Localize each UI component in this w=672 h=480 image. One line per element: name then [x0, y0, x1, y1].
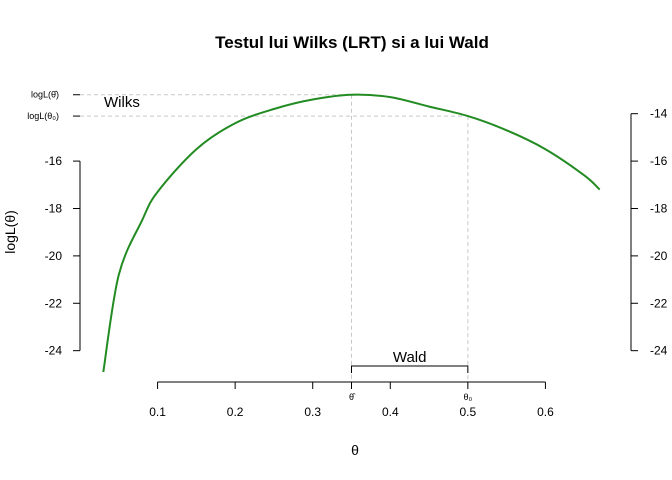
x-tick-label: 0.5 — [460, 405, 477, 419]
wald-annotation: Wald — [393, 349, 427, 366]
left-y-axis: -16 -18 -20 -22 -24 — [45, 94, 81, 358]
x-tick-label: 0.2 — [227, 405, 244, 419]
right-tick-label: -22 — [650, 296, 668, 310]
x-tick-label: 0.6 — [537, 405, 554, 419]
right-tick-label: -18 — [650, 201, 668, 215]
marker-labels: logL(θ̂) logL(θ₀) θ̂ θ₀ — [27, 90, 472, 402]
right-y-axis: -14 -16 -18 -20 -22 -24 — [630, 107, 668, 358]
left-tick-label: -16 — [45, 154, 63, 168]
left-tick-label: -24 — [45, 344, 63, 358]
right-tick-label: -20 — [650, 249, 668, 263]
left-tick-label: -18 — [45, 201, 63, 215]
x-axis: 0.1 0.2 0.3 0.4 0.5 0.6 — [149, 381, 554, 419]
wald-bracket — [351, 365, 469, 373]
theta-hat-label: θ̂ — [349, 392, 356, 402]
y-axis-title: logL(θ) — [2, 210, 18, 254]
loglik-0-label: logL(θ₀) — [27, 111, 59, 121]
theta-0-label: θ₀ — [463, 392, 472, 402]
wilks-annotation: Wilks — [104, 94, 140, 111]
loglik-curve — [102, 93, 601, 373]
loglik-curve-layer — [102, 93, 601, 373]
x-tick-label: 0.3 — [304, 405, 321, 419]
x-tick-label: 0.4 — [382, 405, 399, 419]
chart-title: Testul lui Wilks (LRT) si a lui Wald — [215, 33, 489, 52]
annotations: Wilks Wald — [104, 94, 469, 373]
right-tick-label: -16 — [650, 154, 668, 168]
left-tick-label: -20 — [45, 249, 63, 263]
left-tick-label: -22 — [45, 296, 63, 310]
x-tick-label: 0.1 — [149, 405, 166, 419]
x-axis-title: θ — [351, 442, 359, 458]
loglik-hat-label: logL(θ̂) — [31, 90, 59, 100]
right-tick-label: -14 — [650, 107, 668, 121]
right-tick-label: -24 — [650, 344, 668, 358]
guide-lines — [80, 94, 469, 388]
